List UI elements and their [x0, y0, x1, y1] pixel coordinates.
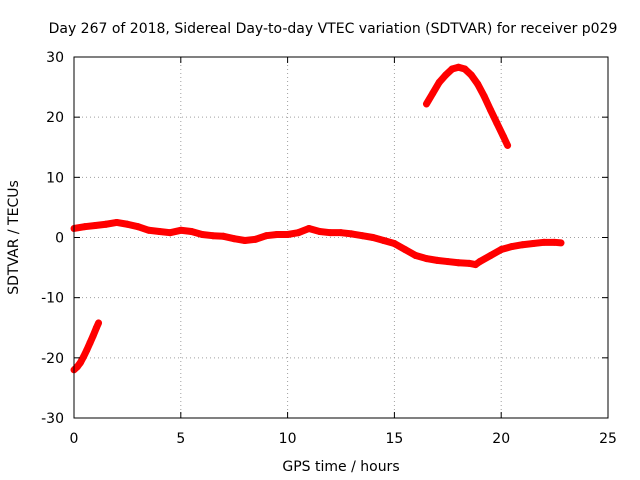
x-tick-label: 20: [492, 431, 510, 447]
y-tick-label: 10: [46, 170, 64, 186]
y-tick-label: -20: [41, 351, 64, 367]
y-tick-label: -30: [41, 411, 64, 427]
chart-title: Day 267 of 2018, Sidereal Day-to-day VTE…: [49, 21, 618, 37]
x-tick-label: 0: [70, 431, 79, 447]
y-tick-label: -10: [41, 291, 64, 307]
data-trace-segment: [499, 132, 512, 149]
grid-lines: [74, 57, 608, 418]
data-trace-segment: [551, 238, 565, 247]
x-tick-label: 25: [599, 431, 617, 447]
series-arc-1: [70, 319, 103, 374]
x-tick-label: 5: [176, 431, 185, 447]
axis-ticks: 0 5 10 15 20 25 -30 -20 -10 0 10 20 30: [41, 50, 617, 447]
series-arc-3: [422, 63, 512, 149]
y-axis-label: SDTVAR / TECUs: [6, 180, 22, 295]
series-arc-2: [70, 218, 565, 269]
x-tick-label: 15: [385, 431, 403, 447]
y-tick-label: 20: [46, 110, 64, 126]
x-tick-label: 10: [279, 431, 297, 447]
y-tick-label: 0: [55, 231, 64, 247]
data-points: [70, 63, 565, 374]
data-trace-segment: [92, 319, 103, 332]
x-axis-label: GPS time / hours: [282, 459, 399, 475]
y-tick-label: 30: [46, 50, 64, 66]
